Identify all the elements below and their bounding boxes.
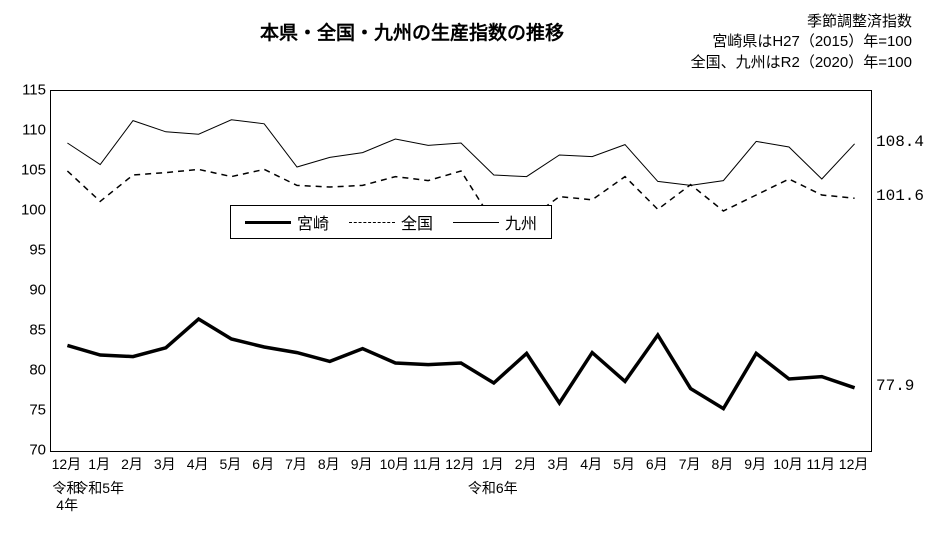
y-axis-label: 100 (21, 202, 46, 219)
x-axis-label: 12月 (445, 454, 475, 474)
x-axis-label: 10月 (773, 454, 803, 474)
x-axis-label: 6月 (646, 454, 668, 474)
legend-label: 全国 (401, 210, 433, 234)
legend-item: 宮崎 (245, 210, 329, 234)
x-axis-label: 3月 (547, 454, 569, 474)
chart-subtitle: 季節調整済指数 宮崎県はH27（2015）年=100 全国、九州はR2（2020… (691, 12, 912, 73)
y-axis-label: 90 (29, 282, 46, 299)
x-axis-label: 1月 (88, 454, 110, 474)
end-value-label: 108.4 (876, 133, 924, 151)
x-axis-label: 5月 (219, 454, 241, 474)
x-axis-label: 11月 (807, 454, 836, 474)
legend: 宮崎 全国 九州 (230, 205, 552, 239)
era-label: 令和5年 (74, 480, 124, 497)
x-axis-label: 6月 (252, 454, 274, 474)
legend-line (453, 222, 499, 223)
x-axis-label: 12月 (839, 454, 869, 474)
x-axis-label: 9月 (744, 454, 766, 474)
x-axis-label: 4月 (580, 454, 602, 474)
end-value-label: 101.6 (876, 187, 924, 205)
series-宮崎 (67, 319, 854, 409)
subtitle-line1: 季節調整済指数 (691, 12, 912, 32)
x-axis-label: 2月 (515, 454, 537, 474)
x-axis-label: 4月 (187, 454, 209, 474)
y-axis-label: 95 (29, 242, 46, 259)
x-axis-label: 12月 (52, 454, 82, 474)
y-axis-label: 85 (29, 322, 46, 339)
chart-title: 本県・全国・九州の生産指数の推移 (260, 18, 564, 45)
x-axis-label: 3月 (154, 454, 176, 474)
y-axis-label: 75 (29, 402, 46, 419)
legend-item: 全国 (349, 210, 433, 234)
legend-label: 宮崎 (297, 210, 329, 234)
end-value-label: 77.9 (876, 377, 914, 395)
plot-area (50, 90, 872, 452)
legend-item: 九州 (453, 210, 537, 234)
legend-label: 九州 (505, 210, 537, 234)
y-axis-label: 105 (21, 162, 46, 179)
x-axis-label: 8月 (318, 454, 340, 474)
legend-line (349, 222, 395, 223)
subtitle-line3: 全国、九州はR2（2020）年=100 (691, 53, 912, 73)
x-axis-label: 7月 (285, 454, 307, 474)
x-axis-label: 9月 (351, 454, 373, 474)
x-axis-label: 2月 (121, 454, 143, 474)
x-axis-label: 5月 (613, 454, 635, 474)
x-axis-label: 11月 (413, 454, 442, 474)
era-label: 令和6年 (468, 480, 518, 497)
x-axis-label: 8月 (711, 454, 733, 474)
series-九州 (67, 120, 854, 186)
y-axis-label: 115 (22, 82, 46, 99)
legend-line (245, 221, 291, 224)
y-axis-label: 110 (22, 122, 46, 139)
y-axis-label: 80 (29, 362, 46, 379)
y-axis-label: 70 (29, 442, 46, 459)
x-axis-label: 10月 (380, 454, 410, 474)
x-axis-label: 7月 (679, 454, 701, 474)
chart-container: 本県・全国・九州の生産指数の推移 季節調整済指数 宮崎県はH27（2015）年=… (10, 10, 922, 524)
chart-svg (51, 91, 871, 451)
subtitle-line2: 宮崎県はH27（2015）年=100 (691, 32, 912, 52)
x-axis-label: 1月 (482, 454, 504, 474)
